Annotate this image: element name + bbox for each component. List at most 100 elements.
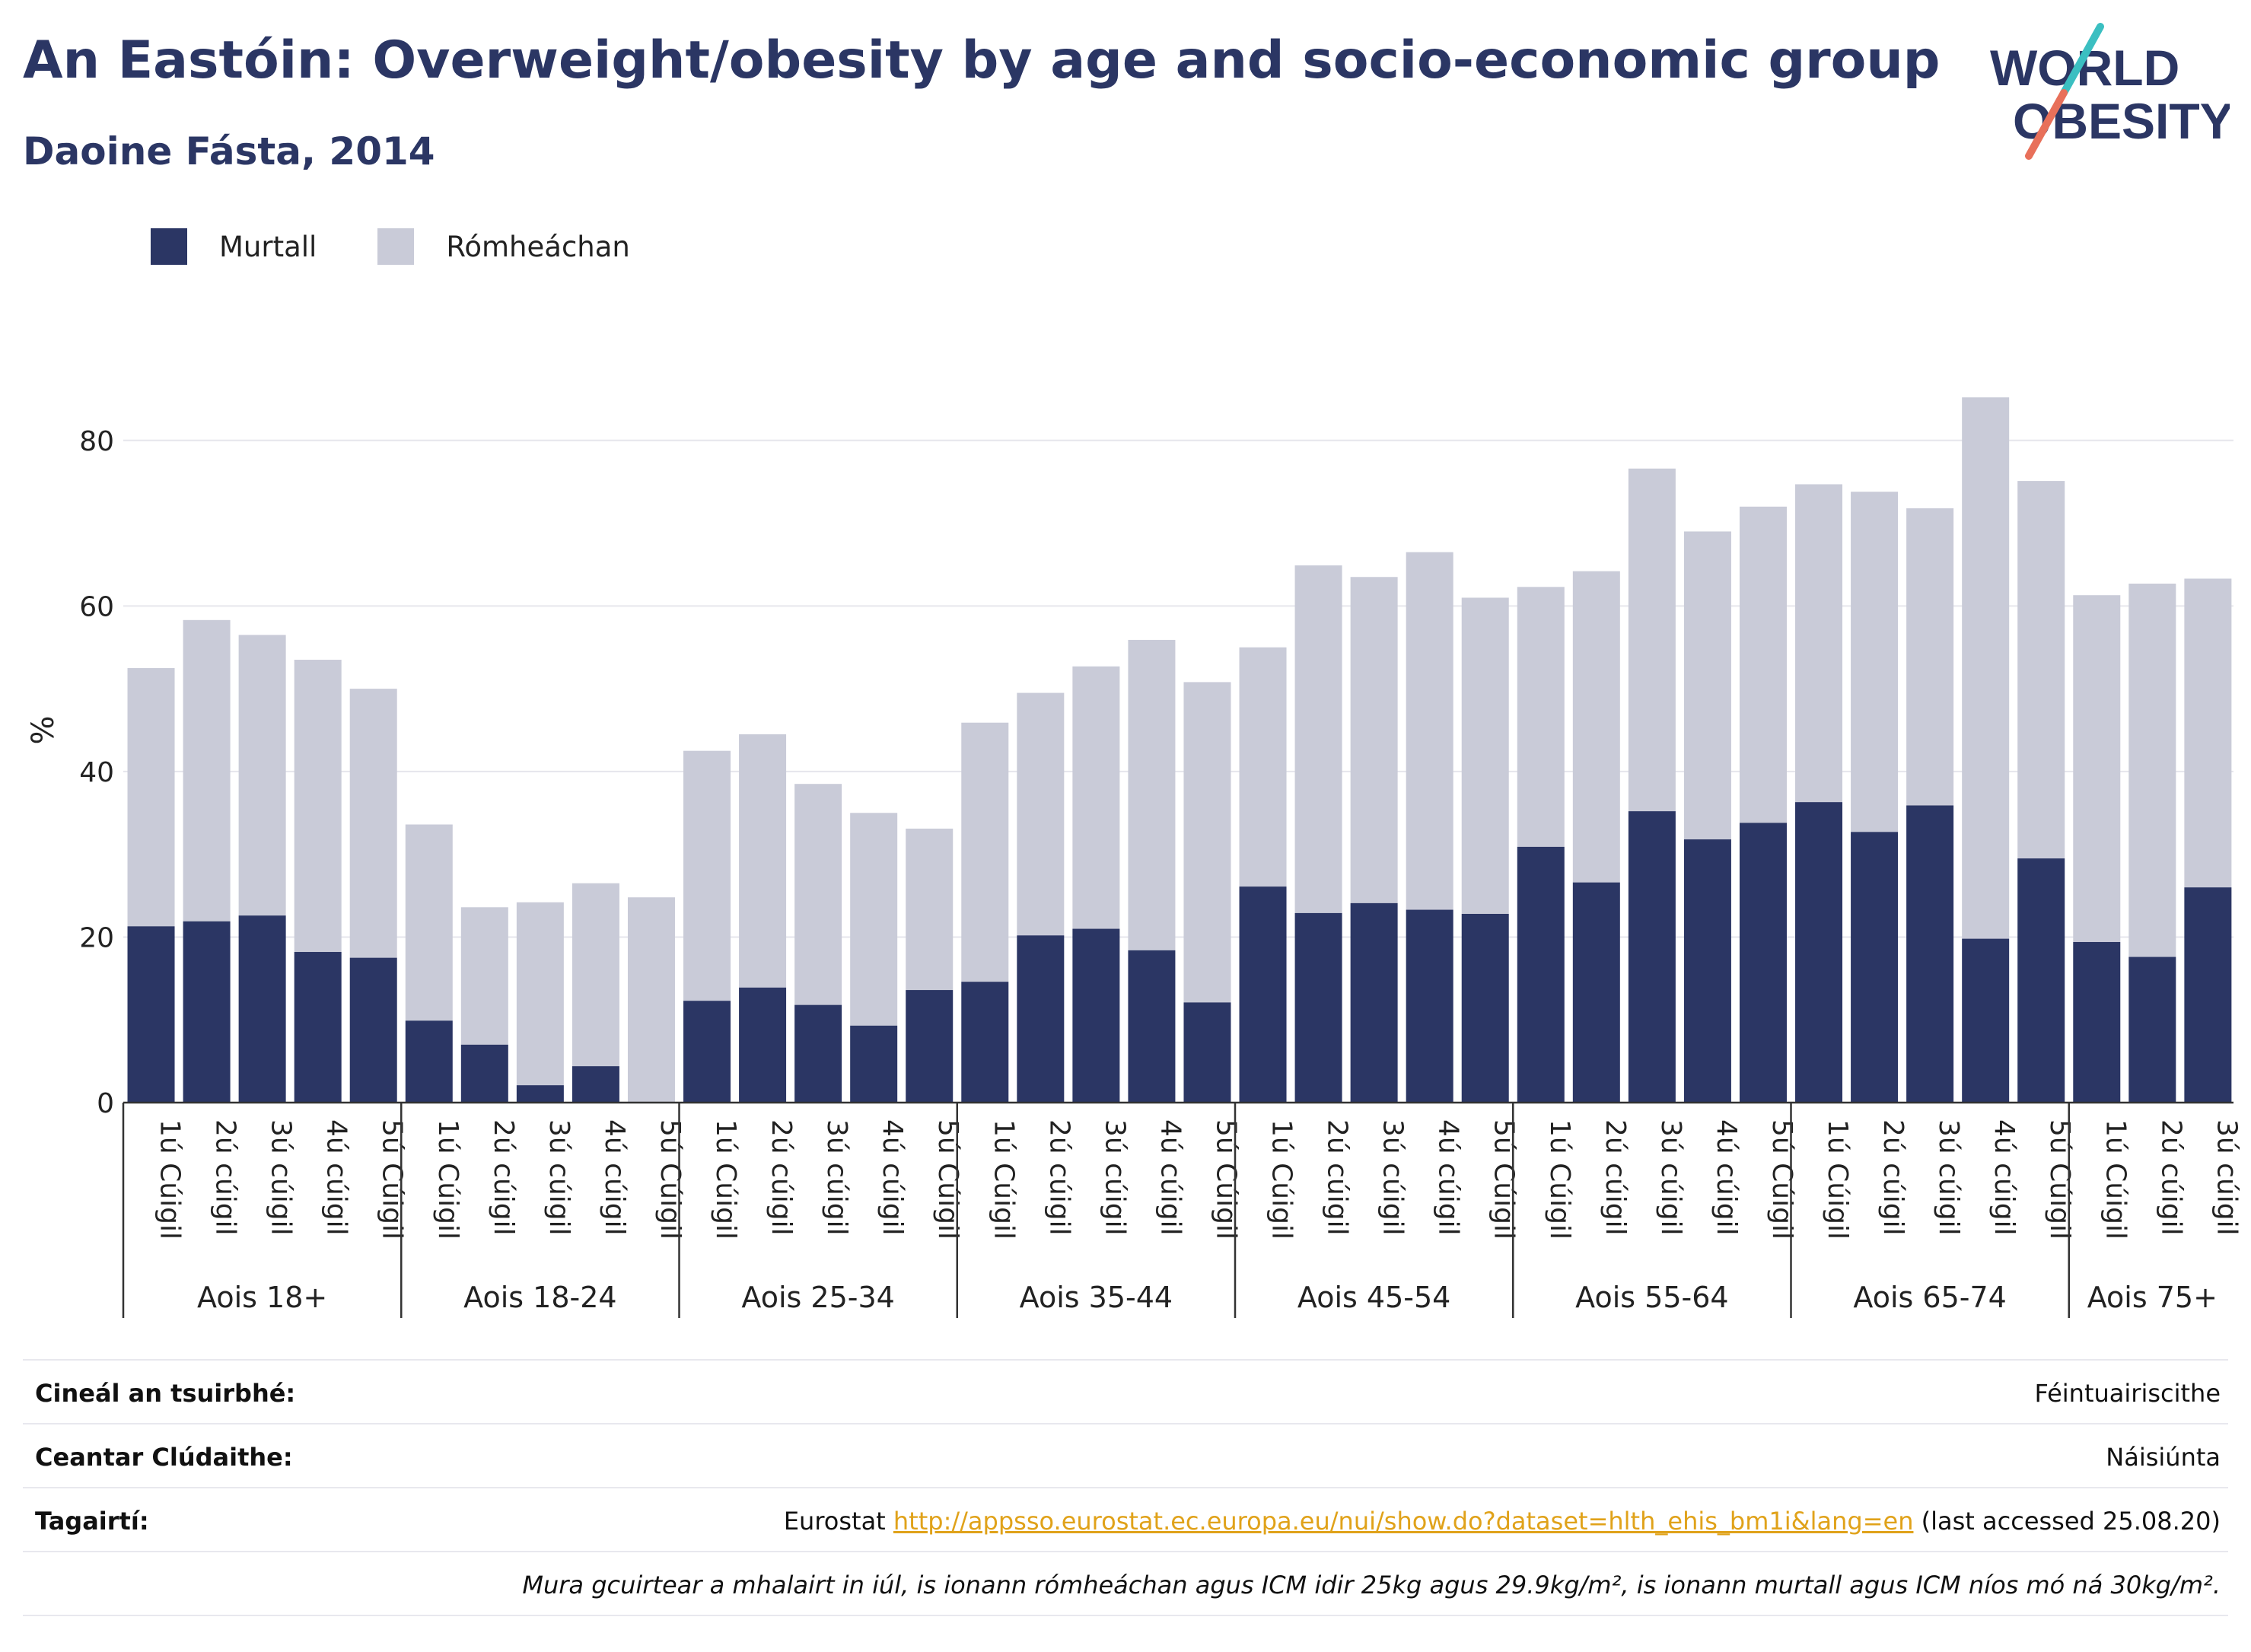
- x-tick-label: 1ú Cúigil: [710, 1119, 741, 1240]
- bar-romheachan: [1572, 571, 1620, 883]
- reference-link[interactable]: http://appsso.eurostat.ec.europa.eu/nui/…: [893, 1507, 1914, 1536]
- x-tick-label: 1ú Cúigil: [988, 1119, 1019, 1240]
- bar-murtall: [906, 990, 954, 1103]
- bar-romheachan: [183, 619, 231, 921]
- bar-romheachan: [1795, 484, 1843, 803]
- x-tick-label: 2ú cúigil: [1600, 1119, 1631, 1236]
- bar-murtall: [460, 1044, 508, 1103]
- x-tick-label: 4ú cúigil: [1711, 1119, 1742, 1236]
- bar-romheachan: [961, 722, 1009, 982]
- x-tick-label: 2ú cúigil: [766, 1119, 797, 1236]
- group-label: Aois 65-74: [1853, 1281, 2006, 1314]
- x-tick-label: 3ú cúigil: [2211, 1119, 2242, 1236]
- bar-murtall: [1517, 846, 1565, 1103]
- bar-romheachan: [1683, 531, 1731, 840]
- bar-romheachan: [2017, 481, 2065, 859]
- bar-romheachan: [127, 667, 175, 927]
- info-value: Eurostat http://appsso.eurostat.ec.europ…: [784, 1507, 2221, 1536]
- logo-slash-top: [2060, 23, 2104, 97]
- bar-romheachan: [1962, 397, 2010, 939]
- group-label: Aois 75+: [2087, 1281, 2218, 1314]
- bar-murtall: [1683, 839, 1731, 1103]
- x-tick-label: 5ú Cúigil: [377, 1119, 408, 1240]
- bar-romheachan: [1017, 692, 1065, 936]
- bar-murtall: [127, 926, 175, 1103]
- bar-murtall: [1072, 928, 1120, 1103]
- info-value: Féintuairiscithe: [2034, 1379, 2221, 1408]
- bar-murtall: [238, 915, 286, 1103]
- x-tick-label: 1ú Cúigil: [1822, 1119, 1853, 1240]
- bar-murtall: [1628, 811, 1676, 1103]
- bar-murtall: [2073, 941, 2121, 1103]
- bar-murtall: [183, 921, 231, 1103]
- chart-subtitle: Daoine Fásta, 2014: [23, 129, 435, 173]
- x-tick-label: 5ú Cúigil: [1210, 1119, 1241, 1240]
- bar-romheachan: [1461, 597, 1509, 914]
- x-tick-label: 4ú cúigil: [1988, 1119, 2020, 1236]
- reference-suffix: (last accessed 25.08.20): [1913, 1507, 2221, 1536]
- x-tick-label: 2ú cúigil: [210, 1119, 241, 1236]
- bar-romheachan: [460, 907, 508, 1045]
- x-tick-label: 3ú cúigil: [1099, 1119, 1130, 1236]
- x-tick-label: 1ú Cúigil: [1266, 1119, 1297, 1240]
- bar-romheachan: [572, 883, 619, 1067]
- bar-murtall: [794, 1004, 842, 1103]
- legend-swatch-romheachan: [377, 228, 415, 265]
- x-tick-label: 3ú cúigil: [543, 1119, 575, 1236]
- bar-romheachan: [405, 824, 453, 1021]
- x-tick-label: 4ú cúigil: [599, 1119, 630, 1236]
- bar-romheachan: [1517, 587, 1565, 847]
- bar-murtall: [1906, 805, 1954, 1103]
- bar-romheachan: [739, 734, 787, 988]
- bar-murtall: [1851, 832, 1899, 1103]
- bar-murtall: [1962, 938, 2010, 1103]
- bar-romheachan: [516, 902, 564, 1086]
- group-label: Aois 18+: [197, 1281, 327, 1314]
- x-tick-label: 1ú Cúigil: [2100, 1119, 2131, 1240]
- x-tick-label: 2ú cúigil: [2155, 1119, 2186, 1236]
- x-tick-label: 4ú cúigil: [1154, 1119, 1186, 1236]
- bar-romheachan: [294, 660, 342, 953]
- x-tick-label: 1ú Cúigil: [1544, 1119, 1575, 1240]
- bar-romheachan: [349, 689, 397, 958]
- bar-murtall: [1795, 802, 1843, 1103]
- bar-murtall: [1017, 935, 1065, 1103]
- bar-romheachan: [627, 897, 675, 1103]
- x-tick-label: 3ú cúigil: [1933, 1119, 1964, 1236]
- x-tick-label: 4ú cúigil: [321, 1119, 352, 1236]
- bar-murtall: [2017, 858, 2065, 1103]
- info-row-references: Tagairtí: Eurostat http://appsso.eurosta…: [23, 1487, 2228, 1551]
- bar-romheachan: [683, 750, 731, 1001]
- x-tick-label: 3ú cúigil: [266, 1119, 297, 1236]
- y-axis-label: %: [26, 715, 61, 744]
- chart-title: An Eastóin: Overweight/obesity by age an…: [23, 30, 1941, 91]
- x-tick-label: 3ú cúigil: [821, 1119, 852, 1236]
- legend-label-murtall: Murtall: [219, 230, 317, 263]
- info-table: Cineál an tsuirbhé: Féintuairiscithe Cea…: [23, 1359, 2228, 1616]
- x-tick-label: 2ú cúigil: [488, 1119, 519, 1236]
- bar-romheachan: [794, 784, 842, 1005]
- group-label: Aois 45-54: [1297, 1281, 1450, 1314]
- bar-murtall: [1572, 882, 1620, 1103]
- bar-romheachan: [1072, 666, 1120, 929]
- bar-murtall: [1183, 1002, 1231, 1103]
- bar-murtall: [1350, 902, 1398, 1103]
- info-row-coverage: Ceantar Clúdaithe: Náisiúnta: [23, 1423, 2228, 1487]
- x-tick-label: 1ú Cúigil: [154, 1119, 186, 1240]
- bar-murtall: [961, 982, 1009, 1103]
- logo-slash-bottom: [2025, 89, 2068, 160]
- bar-romheachan: [1350, 577, 1398, 903]
- bar-murtall: [572, 1066, 619, 1103]
- bar-romheachan: [1906, 508, 1954, 806]
- group-label: Aois 35-44: [1020, 1281, 1173, 1314]
- group-label: Aois 18-24: [463, 1281, 616, 1314]
- group-label: Aois 55-64: [1575, 1281, 1728, 1314]
- bar-romheachan: [2184, 578, 2232, 888]
- bar-murtall: [405, 1020, 453, 1103]
- bar-romheachan: [1406, 552, 1453, 910]
- bar-murtall: [1239, 886, 1287, 1103]
- bar-romheachan: [1294, 565, 1342, 913]
- bar-murtall: [294, 952, 342, 1103]
- bar-romheachan: [1128, 639, 1176, 950]
- bar-murtall: [1461, 913, 1509, 1103]
